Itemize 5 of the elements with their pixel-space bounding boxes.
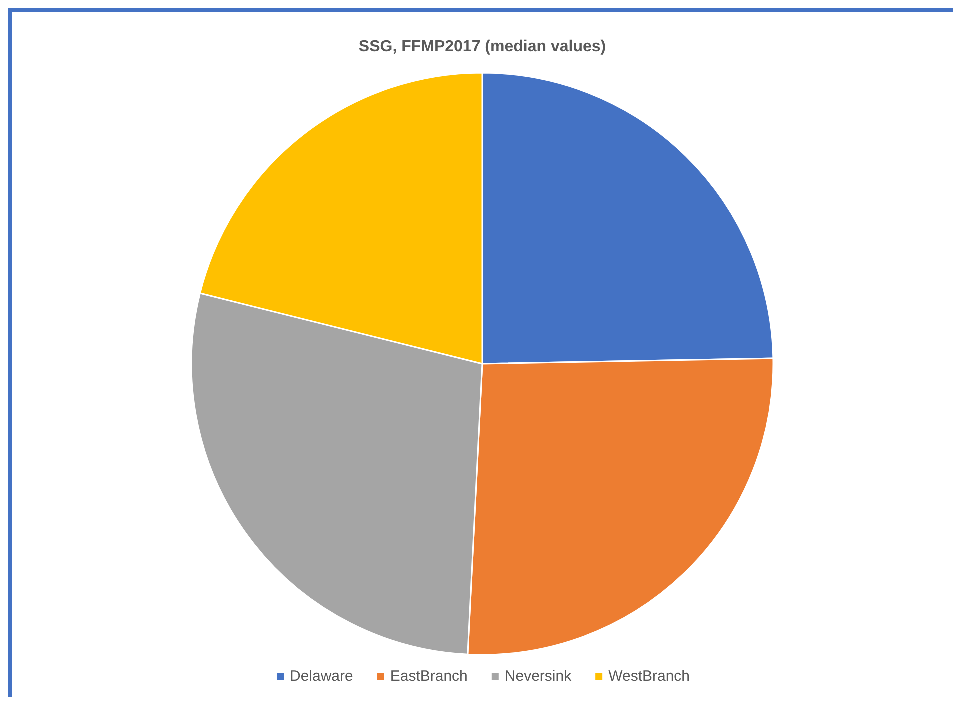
legend-label: EastBranch xyxy=(390,668,468,685)
legend-label: Neversink xyxy=(504,668,572,685)
legend-label: Delaware xyxy=(290,668,354,685)
legend-label: WestBranch xyxy=(608,668,690,685)
chart-title: SSG, FFMP2017 (median values) xyxy=(358,38,606,56)
